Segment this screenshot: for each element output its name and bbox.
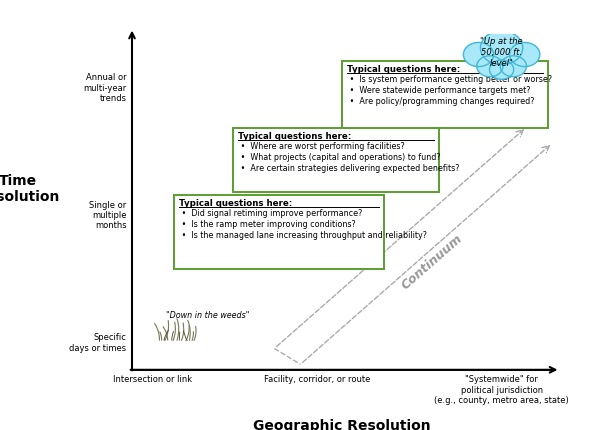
Text: Typical questions here:: Typical questions here:: [347, 65, 460, 74]
Text: Time
Resolution: Time Resolution: [0, 174, 59, 204]
Text: •  Did signal retiming improve performance?: • Did signal retiming improve performanc…: [179, 209, 362, 218]
Text: Typical questions here:: Typical questions here:: [179, 200, 292, 209]
Text: •  What projects (capital and operations) to fund?: • What projects (capital and operations)…: [238, 153, 440, 162]
Text: •  Is the ramp meter improving conditions?: • Is the ramp meter improving conditions…: [179, 220, 356, 229]
Text: Continuum: Continuum: [399, 232, 465, 292]
FancyBboxPatch shape: [233, 128, 439, 192]
Text: •  Are certain strategies delivering expected benefits?: • Are certain strategies delivering expe…: [238, 164, 460, 173]
Text: •  Are policy/programming changes required?: • Are policy/programming changes require…: [347, 97, 535, 106]
Circle shape: [477, 56, 503, 77]
Circle shape: [490, 60, 514, 79]
Text: "Down in the weeds": "Down in the weeds": [166, 311, 249, 320]
FancyBboxPatch shape: [342, 61, 548, 128]
Text: •  Were statewide performance targets met?: • Were statewide performance targets met…: [347, 86, 530, 95]
Text: •  Is the managed lane increasing throughput and reliability?: • Is the managed lane increasing through…: [179, 231, 427, 240]
Circle shape: [500, 56, 526, 77]
Circle shape: [509, 43, 540, 67]
Circle shape: [463, 43, 494, 67]
Text: •  Where are worst performing facilities?: • Where are worst performing facilities?: [238, 142, 404, 151]
Circle shape: [481, 31, 523, 65]
FancyBboxPatch shape: [174, 195, 384, 269]
Text: "Up at the
50,000 ft.
level": "Up at the 50,000 ft. level": [480, 37, 523, 68]
Text: •  Is system performance getting better or worse?: • Is system performance getting better o…: [347, 75, 552, 84]
Text: Typical questions here:: Typical questions here:: [238, 132, 351, 141]
X-axis label: Geographic Resolution: Geographic Resolution: [253, 419, 431, 430]
